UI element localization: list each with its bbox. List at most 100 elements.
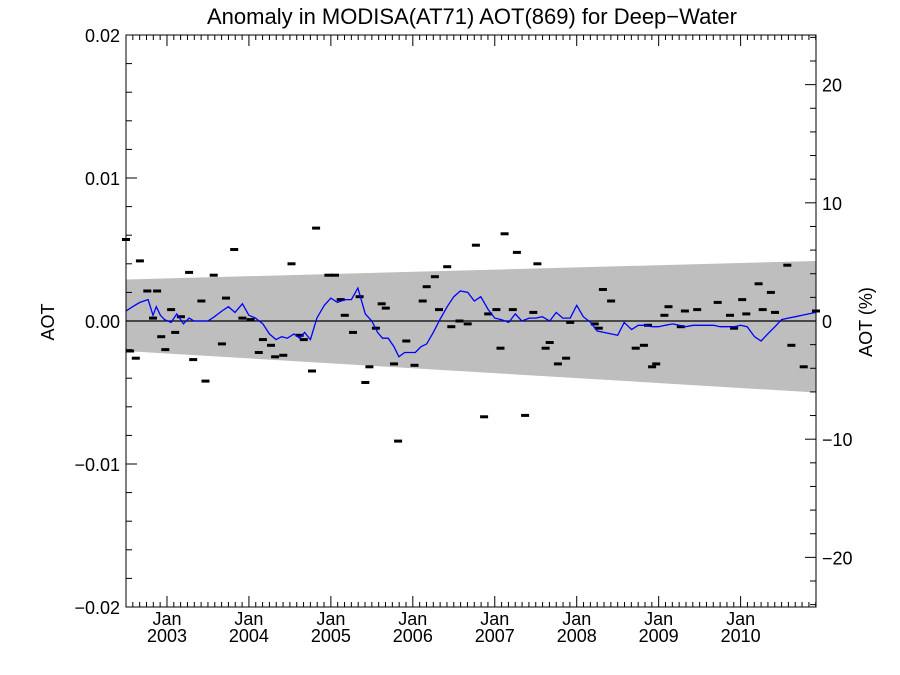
- data-point: [340, 313, 349, 317]
- data-point: [430, 275, 439, 279]
- data-point: [349, 330, 357, 334]
- data-point: [766, 290, 775, 294]
- data-point: [754, 282, 763, 286]
- x-tick-month-label: Jan: [562, 609, 591, 629]
- data-point: [185, 270, 194, 274]
- data-point: [492, 308, 501, 312]
- uncertainty-band: [126, 260, 816, 393]
- data-point: [418, 299, 427, 303]
- data-point: [553, 362, 562, 366]
- data-point: [271, 355, 280, 359]
- y-tick-label: 0.01: [85, 169, 120, 189]
- y-tick-label: −0.02: [74, 598, 120, 618]
- data-point: [197, 299, 206, 303]
- anomaly-points: [122, 226, 820, 443]
- x-axis: Jan2003Jan2004Jan2005Jan2006Jan2007Jan20…: [125, 35, 817, 646]
- data-point: [254, 351, 263, 354]
- data-point: [471, 243, 480, 247]
- data-point: [648, 365, 657, 369]
- x-tick-year-label: 2008: [557, 626, 597, 646]
- data-point: [455, 319, 464, 323]
- data-point: [299, 338, 308, 342]
- data-point: [545, 341, 554, 344]
- data-point: [758, 308, 767, 312]
- data-point: [500, 232, 509, 236]
- x-tick-month-label: Jan: [152, 609, 181, 629]
- data-point: [533, 262, 542, 266]
- data-point: [157, 335, 166, 339]
- data-point: [217, 342, 226, 346]
- data-point: [541, 346, 550, 350]
- data-point: [512, 250, 521, 254]
- x-tick-year-label: 2003: [147, 626, 187, 646]
- data-point: [738, 298, 747, 302]
- x-tick-year-label: 2005: [311, 626, 351, 646]
- data-point: [161, 348, 170, 352]
- y2-axis-label: AOT (%): [856, 287, 876, 357]
- data-point: [410, 363, 419, 367]
- data-point: [435, 308, 443, 312]
- data-point: [308, 369, 316, 373]
- y2-tick-label: 20: [822, 76, 842, 96]
- data-point: [312, 226, 321, 230]
- data-point: [730, 326, 739, 330]
- data-point: [799, 365, 808, 369]
- smoothed-anomaly-line: [125, 286, 817, 358]
- data-point: [238, 316, 247, 320]
- data-point: [209, 273, 218, 277]
- data-point: [598, 288, 607, 291]
- data-point: [631, 346, 640, 350]
- plot-area: [122, 34, 820, 608]
- data-point: [394, 439, 403, 443]
- x-tick-year-label: 2009: [639, 626, 679, 646]
- data-point: [365, 365, 374, 369]
- x-tick-year-label: 2006: [393, 626, 433, 646]
- data-point: [201, 379, 210, 383]
- data-point: [496, 346, 505, 350]
- data-point: [246, 318, 255, 322]
- data-point: [676, 325, 685, 329]
- data-point: [607, 299, 616, 303]
- data-point: [562, 356, 571, 360]
- data-point: [171, 330, 180, 334]
- x-tick-year-label: 2004: [229, 626, 269, 646]
- data-point: [783, 263, 792, 267]
- data-point: [713, 300, 722, 304]
- data-point: [463, 322, 472, 326]
- data-point: [355, 295, 364, 299]
- data-point: [230, 248, 239, 251]
- x-tick-year-label: 2007: [475, 626, 515, 646]
- data-point: [787, 343, 796, 347]
- data-point: [279, 353, 288, 357]
- data-point: [639, 343, 648, 347]
- data-point: [143, 289, 152, 293]
- y-tick-label: 0.02: [85, 26, 120, 46]
- data-point: [447, 325, 456, 329]
- data-point: [324, 273, 333, 277]
- data-point: [484, 312, 493, 316]
- data-point: [726, 313, 734, 317]
- x-tick-month-label: Jan: [398, 609, 427, 629]
- data-point: [660, 313, 669, 317]
- y2-tick-label: −20: [822, 548, 853, 568]
- data-point: [176, 315, 185, 319]
- data-point: [258, 338, 267, 342]
- x-tick-year-label: 2010: [721, 626, 761, 646]
- y-axis-label: AOT: [38, 303, 58, 340]
- data-point: [361, 381, 370, 384]
- y-tick-label: −0.01: [74, 455, 120, 475]
- data-point: [222, 296, 230, 300]
- data-point: [126, 349, 135, 353]
- data-point: [521, 413, 530, 417]
- data-point: [422, 285, 431, 289]
- data-point: [149, 316, 157, 320]
- x-tick-month-label: Jan: [316, 609, 345, 629]
- data-point: [742, 312, 751, 316]
- data-point: [336, 298, 345, 302]
- data-point: [167, 308, 176, 312]
- data-point: [566, 320, 575, 324]
- data-point: [381, 306, 390, 310]
- data-point: [594, 326, 603, 330]
- data-point: [287, 262, 296, 266]
- y2-tick-label: 0: [822, 312, 832, 332]
